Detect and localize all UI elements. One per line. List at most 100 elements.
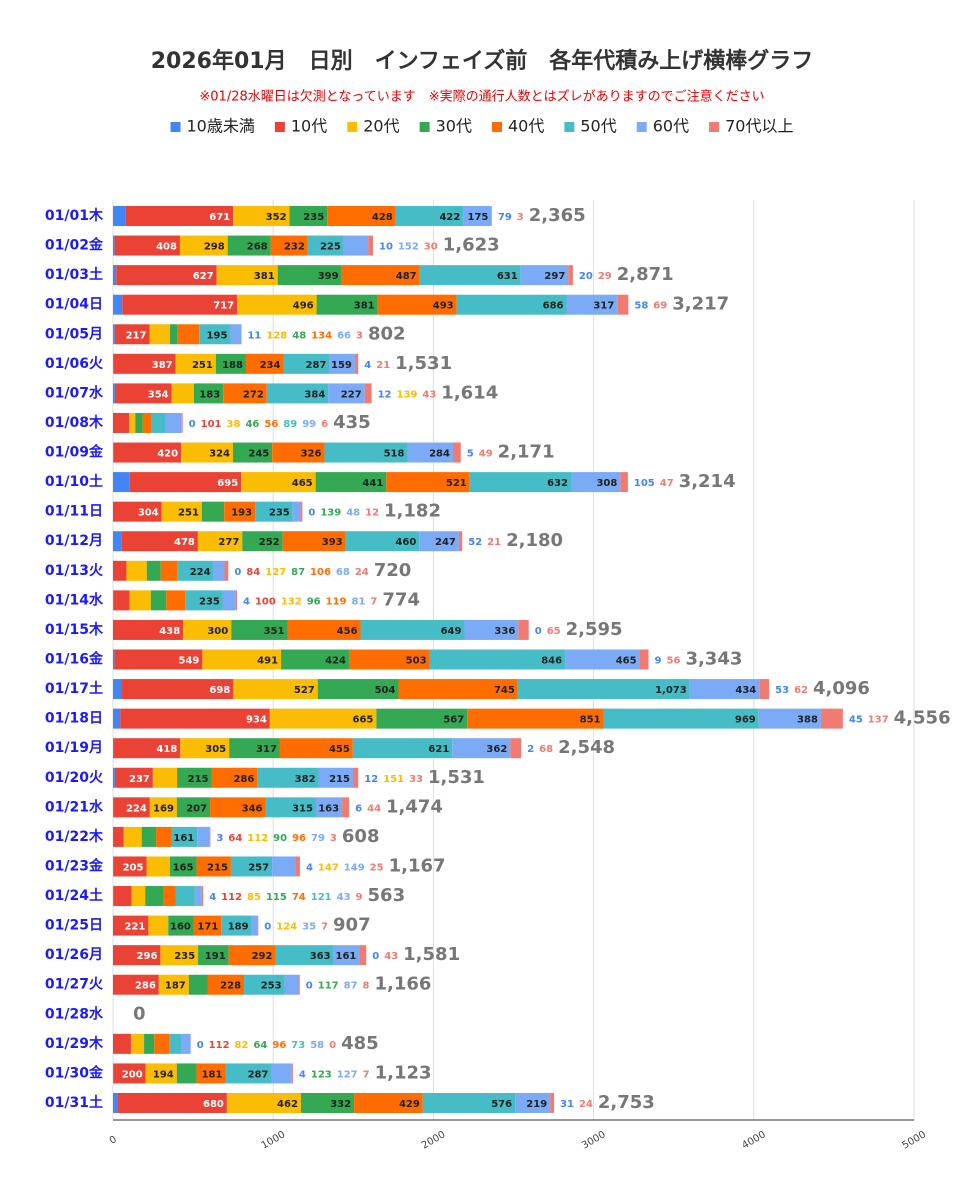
bar-segment	[154, 1033, 170, 1054]
data-label: 671	[209, 212, 230, 223]
data-label: 649	[441, 626, 462, 637]
legend-label: 70代以上	[725, 117, 793, 136]
bar-segment	[171, 383, 194, 404]
bar-segment	[469, 472, 572, 493]
bar-segment	[148, 915, 169, 936]
data-label: 521	[446, 478, 467, 489]
data-label: 215	[188, 774, 209, 785]
data-label: 384	[304, 389, 325, 400]
data-label: 465	[292, 478, 313, 489]
data-label: 382	[295, 774, 316, 785]
bar-segment	[113, 1093, 118, 1113]
bar-segment	[510, 738, 522, 759]
data-label: 152	[398, 242, 419, 253]
y-tick-label: 01/03土	[45, 266, 103, 283]
data-label: 527	[294, 685, 315, 696]
data-label: 253	[261, 981, 282, 992]
bar-segment	[152, 767, 178, 788]
bar-segment	[144, 1033, 155, 1054]
data-label: 20	[579, 271, 593, 282]
y-tick-label: 01/08木	[45, 414, 104, 431]
y-tick-label: 01/05月	[45, 326, 103, 342]
bar-segment	[329, 353, 355, 374]
bar-segment	[316, 294, 378, 315]
data-label: 576	[491, 1099, 512, 1110]
data-label: 3	[517, 212, 524, 223]
bar-segment	[177, 560, 214, 581]
bar-segment	[114, 767, 153, 788]
y-tick-label: 01/15木	[45, 621, 104, 638]
data-label: 462	[277, 1099, 298, 1110]
data-label: 79	[311, 833, 325, 844]
bar-segment	[113, 442, 182, 463]
data-label: 287	[248, 1069, 269, 1080]
data-label: 487	[396, 271, 417, 282]
data-label: 518	[384, 449, 405, 460]
total-label: 608	[342, 826, 380, 847]
data-label: 332	[330, 1099, 351, 1110]
legend-label: 20代	[363, 117, 399, 136]
data-label: 24	[579, 1099, 593, 1110]
bar-segment	[222, 590, 236, 611]
bar-segment	[224, 560, 229, 581]
bar-segment	[270, 235, 308, 256]
data-label: 161	[336, 951, 357, 962]
y-tick-label: 01/25日	[45, 918, 103, 934]
bar-segment	[327, 206, 396, 226]
bar-segment	[233, 206, 290, 226]
data-label: 326	[301, 449, 322, 460]
data-label: 3	[356, 330, 363, 341]
bar-segment	[188, 974, 208, 995]
data-label: 21	[376, 360, 390, 371]
bar-segment	[300, 501, 303, 522]
data-label: 30	[424, 242, 438, 253]
data-label: 352	[266, 212, 287, 223]
data-label: 6	[355, 803, 362, 814]
bar-segment	[515, 1093, 551, 1113]
bar-segment	[142, 412, 152, 433]
data-label: 232	[284, 242, 305, 253]
data-label: 45	[849, 715, 863, 726]
y-tick-label: 01/14水	[45, 591, 104, 608]
y-tick-label: 01/01木	[45, 207, 104, 224]
bar-segment	[113, 265, 117, 286]
bar-segment	[230, 856, 273, 877]
data-label: 33	[409, 774, 423, 785]
data-label: 286	[233, 774, 254, 785]
bar-segment	[181, 1033, 191, 1054]
data-label: 96	[307, 596, 321, 607]
bar-segment	[298, 974, 300, 995]
data-label: 215	[329, 774, 350, 785]
data-label: 117	[318, 981, 339, 992]
bar-segment	[171, 826, 198, 847]
y-tick-label: 01/30金	[45, 1064, 104, 1081]
bar-segment	[407, 442, 453, 463]
data-label: 139	[320, 508, 341, 519]
data-label: 3	[330, 833, 337, 844]
data-label: 189	[228, 922, 249, 933]
bar-segment	[121, 531, 198, 552]
bar-segment	[275, 945, 334, 966]
data-label: 149	[344, 862, 365, 873]
y-tick-label: 01/17土	[45, 680, 103, 697]
data-label: 123	[311, 1069, 332, 1080]
bar-segment	[257, 915, 259, 936]
bar-segment	[169, 1033, 182, 1054]
data-label: 3	[216, 833, 223, 844]
bar-segment	[272, 856, 296, 877]
data-label: 381	[254, 271, 275, 282]
bar-segment	[166, 590, 186, 611]
legend-label: 10歳未満	[187, 117, 255, 136]
bar-segment	[176, 1063, 197, 1084]
y-tick-label: 01/18日	[45, 711, 103, 727]
data-label: 351	[264, 626, 285, 637]
bar-segment	[251, 915, 258, 936]
bar-segment	[116, 265, 217, 286]
data-label: 496	[293, 301, 314, 312]
data-label: 441	[362, 478, 383, 489]
bar-segment	[183, 619, 232, 640]
bar-segment	[315, 472, 387, 493]
legend-swatch	[636, 122, 647, 132]
data-label: 53	[775, 685, 789, 696]
x-tick-label: 0	[108, 1134, 119, 1147]
